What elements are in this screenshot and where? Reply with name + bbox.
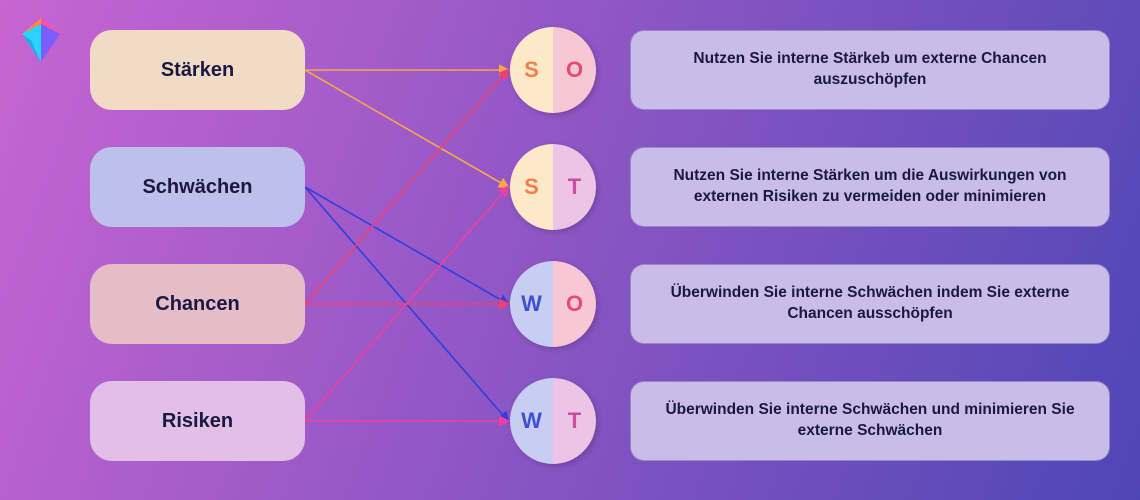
circle-right-letter: O: [553, 27, 596, 113]
circle-left-letter: W: [510, 261, 553, 347]
input-box-staerken: Stärken: [90, 30, 305, 110]
circle-right-letter: O: [553, 261, 596, 347]
description-text: Nutzen Sie interne Stärkeb um externe Ch…: [653, 49, 1087, 91]
description-box-desc-wo: Überwinden Sie interne Schwächen indem S…: [630, 264, 1110, 344]
input-label: Risiken: [162, 410, 233, 433]
combo-circle-wt: WT: [510, 378, 596, 464]
combo-circle-so: SO: [510, 27, 596, 113]
circle-left-letter: S: [510, 144, 553, 230]
input-box-risiken: Risiken: [90, 381, 305, 461]
combo-circle-wo: WO: [510, 261, 596, 347]
circle-left-letter: W: [510, 378, 553, 464]
combo-circle-st: ST: [510, 144, 596, 230]
description-box-desc-so: Nutzen Sie interne Stärkeb um externe Ch…: [630, 30, 1110, 110]
input-label: Stärken: [161, 59, 234, 82]
input-box-chancen: Chancen: [90, 264, 305, 344]
circle-right-letter: T: [553, 378, 596, 464]
description-text: Überwinden Sie interne Schwächen indem S…: [653, 283, 1087, 325]
input-box-schwaechen: Schwächen: [90, 147, 305, 227]
description-text: Nutzen Sie interne Stärken um die Auswir…: [653, 166, 1087, 208]
description-box-desc-st: Nutzen Sie interne Stärken um die Auswir…: [630, 147, 1110, 227]
description-text: Überwinden Sie interne Schwächen und min…: [653, 400, 1087, 442]
circle-right-letter: T: [553, 144, 596, 230]
diamond-logo-icon: [22, 18, 60, 67]
description-box-desc-wt: Überwinden Sie interne Schwächen und min…: [630, 381, 1110, 461]
input-label: Schwächen: [142, 176, 252, 199]
input-label: Chancen: [155, 293, 239, 316]
circle-left-letter: S: [510, 27, 553, 113]
